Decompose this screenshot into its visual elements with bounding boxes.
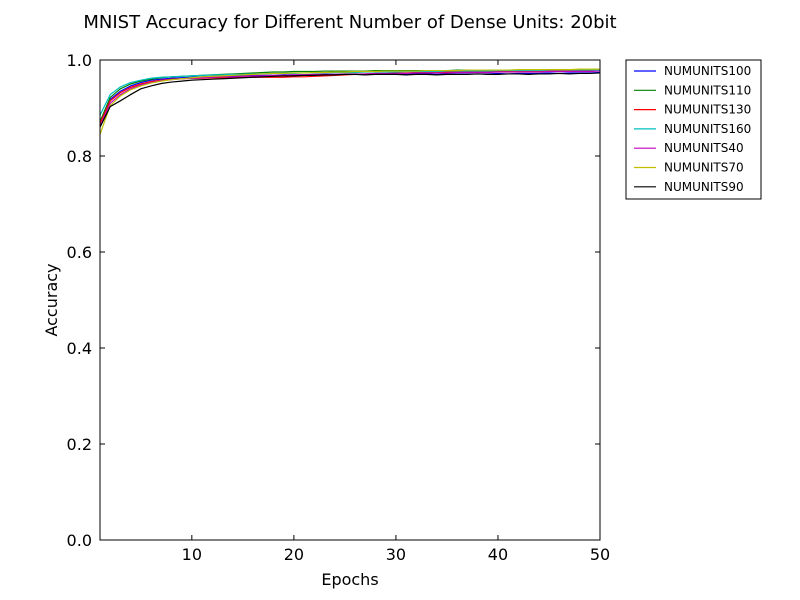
legend-label: NUMUNITS130 — [664, 103, 751, 117]
x-tick-label: 50 — [590, 545, 610, 564]
y-tick-label: 0.8 — [67, 147, 92, 166]
y-tick-label: 0.6 — [67, 243, 92, 262]
legend-label: NUMUNITS90 — [664, 180, 744, 194]
legend: NUMUNITS100 NUMUNITS110 NUMUNITS130 NUMUNIT… — [625, 59, 762, 200]
x-tick-label: 40 — [488, 545, 508, 564]
chart-title: MNIST Accuracy for Different Number of D… — [83, 12, 616, 33]
series-line-numunits70 — [99, 68, 600, 135]
series-line-numunits110 — [99, 68, 600, 122]
y-tick-label: 0.4 — [67, 339, 92, 358]
x-axis-label: Epochs — [321, 570, 378, 589]
series-line-numunits90 — [99, 72, 601, 128]
legend-label: NUMUNITS110 — [664, 83, 751, 97]
axis-ticks: 10 20 30 40 50 0.0 0.2 0.4 0.6 0.8 1.0 — [67, 51, 611, 564]
plot-area-frame — [99, 59, 601, 541]
x-tick-label: 20 — [284, 545, 304, 564]
legend-label: NUMUNITS70 — [664, 161, 744, 175]
x-tick-label: 30 — [386, 545, 406, 564]
legend-label: NUMUNITS100 — [664, 64, 751, 78]
x-tick-label: 10 — [182, 545, 202, 564]
series-line-numunits160 — [99, 69, 600, 116]
legend-label: NUMUNITS160 — [664, 122, 751, 136]
series-line-numunits100 — [99, 71, 601, 123]
legend-box — [625, 59, 762, 200]
y-tick-label: 0.0 — [67, 531, 92, 550]
series-lines — [99, 68, 601, 135]
y-tick-label: 0.2 — [67, 435, 92, 454]
y-tick-label: 1.0 — [67, 51, 92, 70]
legend-label: NUMUNITS40 — [664, 141, 744, 155]
y-axis-label: Accuracy — [42, 263, 61, 336]
